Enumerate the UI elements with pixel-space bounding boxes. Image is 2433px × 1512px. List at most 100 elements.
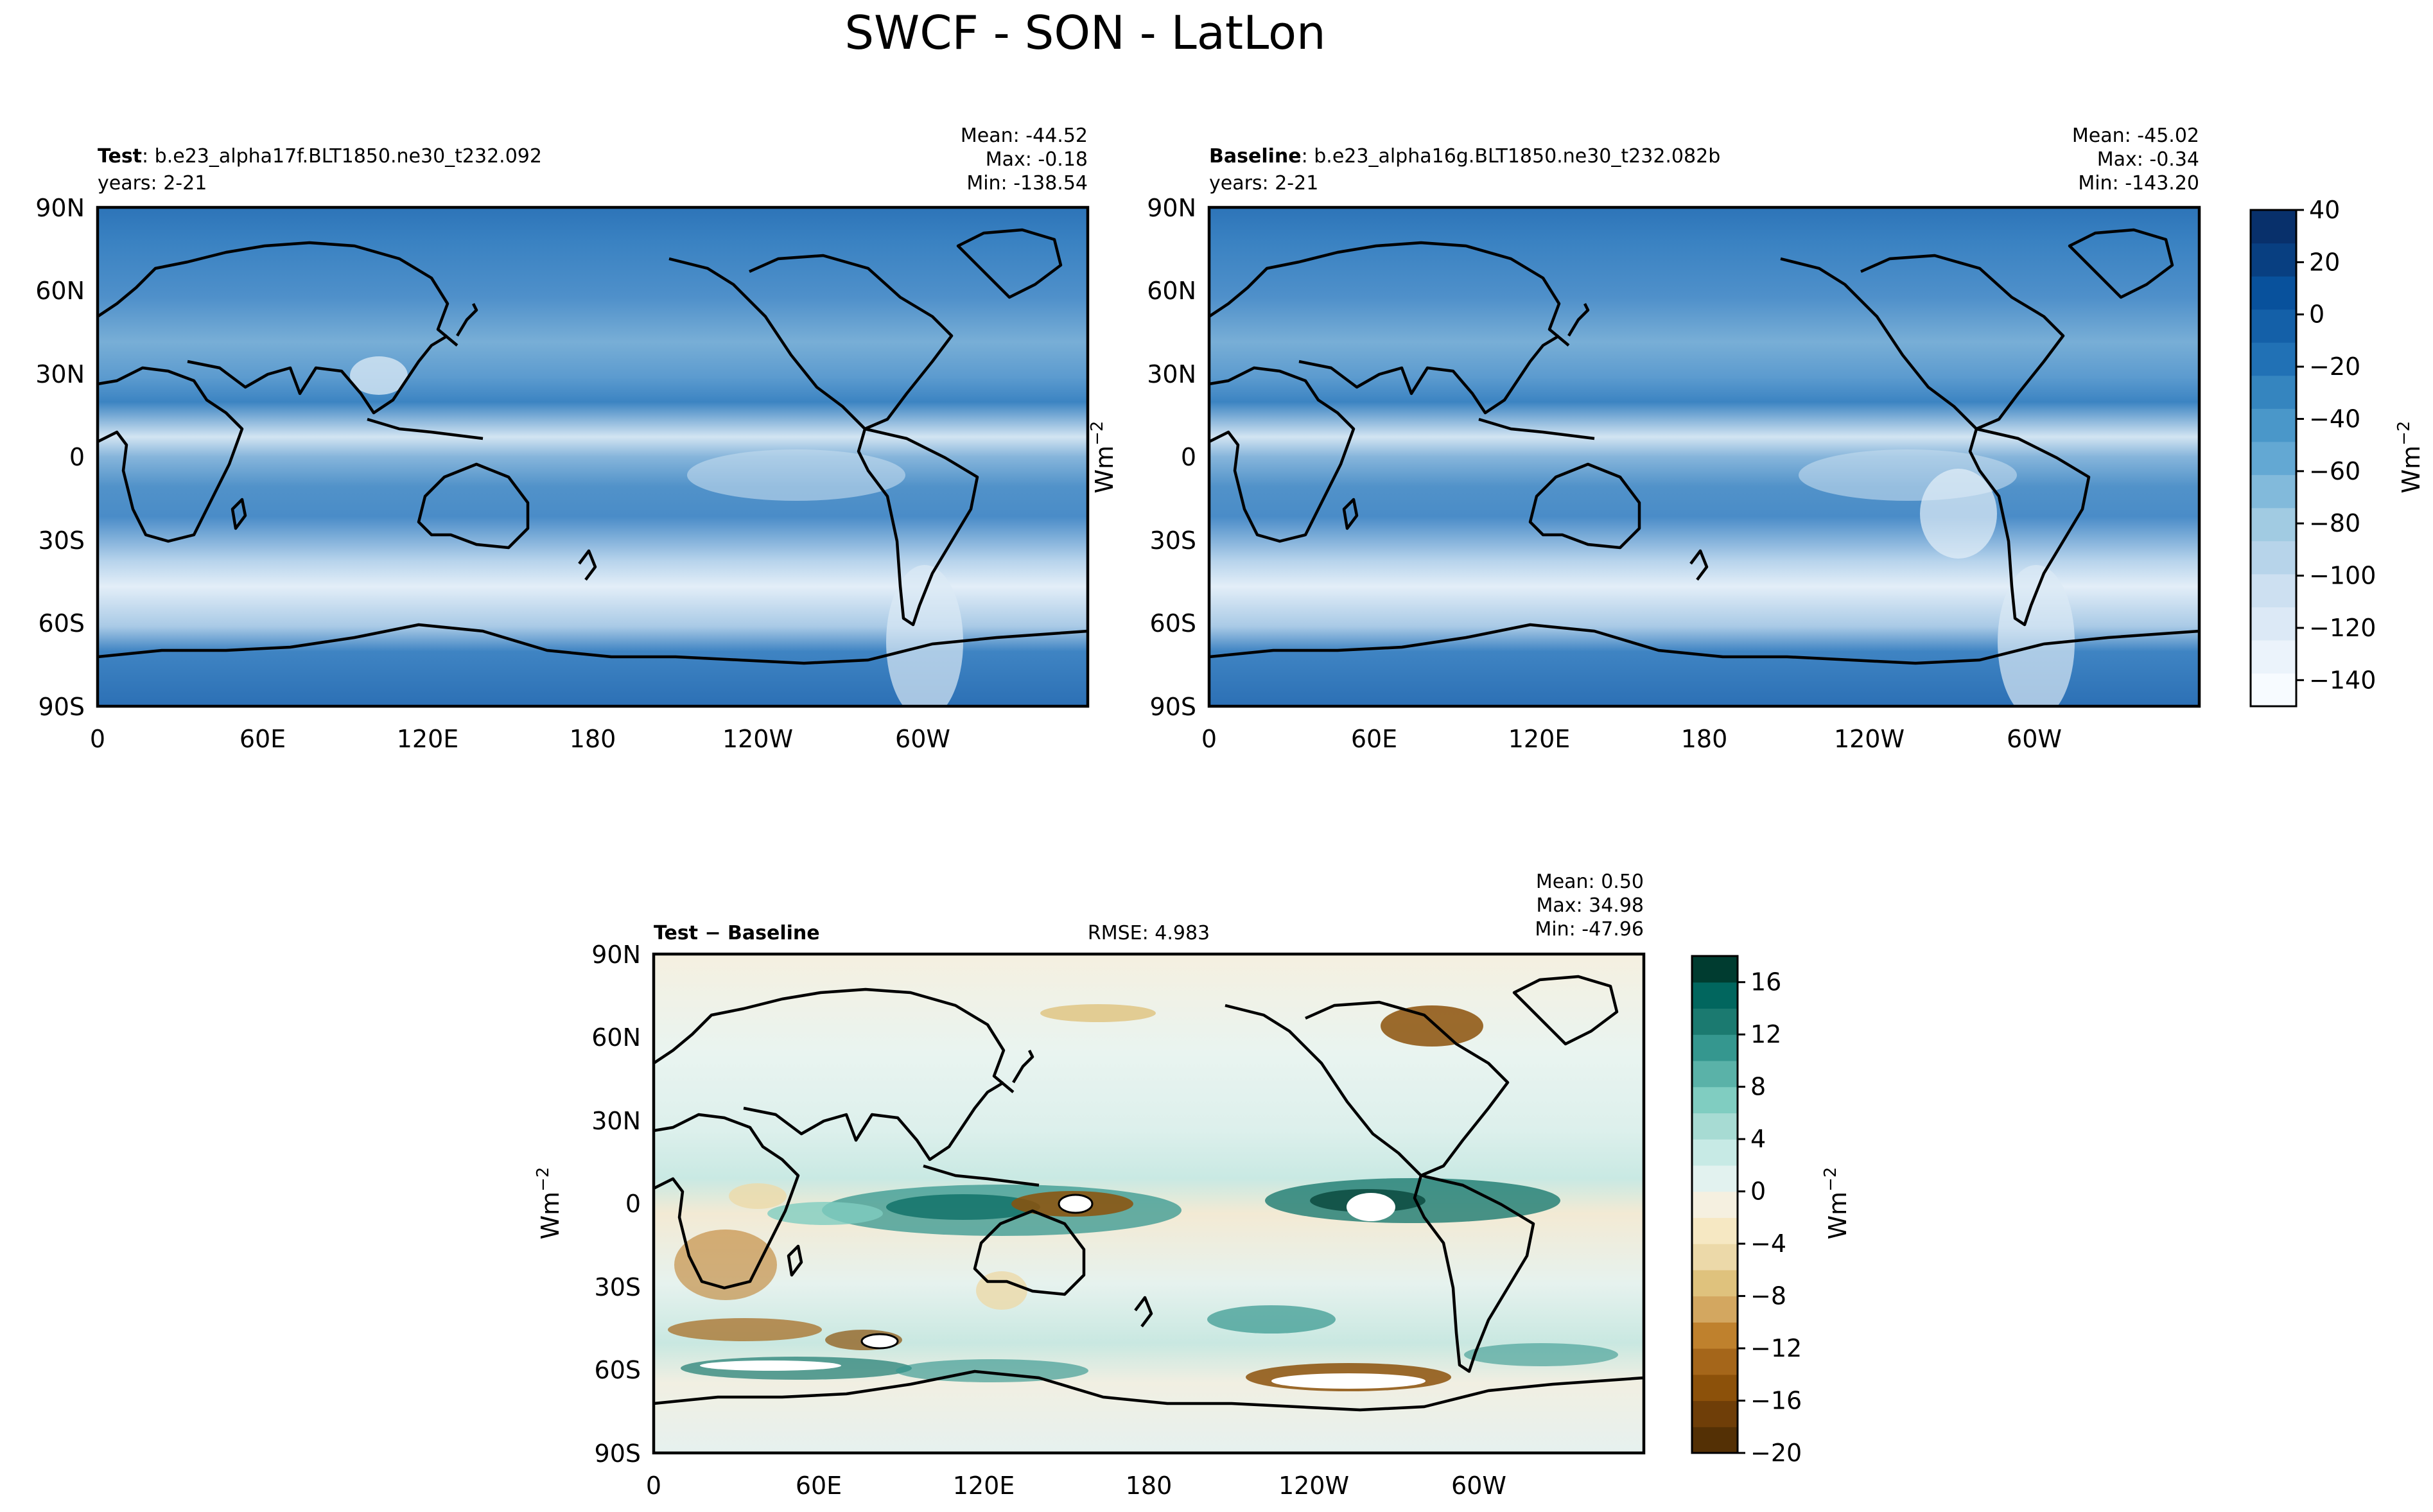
main-colorbar-swatch [2251,375,2296,409]
main-colorbar-tick-label: −100 [2309,562,2376,590]
main-colorbar-tick-label: −80 [2309,509,2360,537]
figure-title: SWCF - SON - LatLon [844,6,1325,60]
diff-label: Test − Baseline [654,922,820,944]
main-colorbar-tick-label: −60 [2309,457,2360,485]
baseline-stat-min: Min: -143.20 [2078,172,2199,195]
diff-colorbar-swatch [1692,1191,1738,1218]
test-stat-mean: Mean: -44.52 [961,125,1088,147]
test-lat-tick: 90N [35,194,85,222]
diff-colorbar: 16 12 8 4 0 −4 −8 −12 −16 −20 Wm−2 [1691,955,1852,1467]
diff-colorbar-swatch [1692,1113,1738,1140]
diff-units: Wm−2 [534,1167,564,1240]
test-lon-ticks: 0 60E 120E 180 120W 60W [90,725,950,753]
diff-colorbar-tick-label: 12 [1750,1020,1781,1048]
test-years: years: 2-21 [98,172,207,195]
main-colorbar: 40 20 0 −20 −40 −60 −80 −100 −120 −140 Wm−2 [2249,196,2425,708]
diff-colorbar-tick-label: −8 [1750,1282,1786,1310]
diff-colorbar-swatch [1692,1296,1738,1323]
baseline-years: years: 2-21 [1209,172,1318,195]
diff-colorbar-swatch [1692,1217,1738,1244]
baseline-lon-tick: 180 [1681,725,1728,753]
diff-colorbar-tick-label: −4 [1750,1230,1786,1258]
test-lon-tick: 120E [397,725,459,753]
diff-colorbar-swatch [1692,1244,1738,1271]
diff-lon-tick: 60E [796,1472,842,1500]
test-label: Test: b.e23_alpha17f.BLT1850.ne30_t232.0… [98,145,542,168]
diff-colorbar-swatch [1692,956,1738,983]
main-colorbar-units: Wm−2 [2394,421,2425,494]
diff-colorbar-swatch [1692,1060,1738,1088]
baseline-lon-tick: 120W [1834,725,1905,753]
diff-panel: Test − Baseline RMSE: 4.983 Mean: 0.50 M… [534,871,1646,1500]
main-colorbar-swatch [2251,342,2296,376]
diff-colorbar-swatch [1692,1269,1738,1297]
test-map-frame [96,205,1090,708]
diff-stat-max: Max: 34.98 [1536,894,1644,917]
diff-colorbar-units: Wm−2 [1821,1167,1852,1240]
baseline-lat-tick: 30S [1150,526,1196,555]
diff-lat-tick: 0 [625,1190,641,1218]
diff-colorbar-tick-label: −12 [1750,1334,1802,1362]
test-stat-max: Max: -0.18 [986,148,1088,171]
baseline-lat-tick: 60N [1147,277,1196,305]
main-colorbar-swatch [2251,243,2296,277]
test-lat-tick: 60S [39,609,85,638]
diff-colorbar-tick-label: 8 [1750,1073,1766,1101]
baseline-lat-ticks: 90N 60N 30N 0 30S 60S 90S [1147,194,1196,721]
diff-lat-tick: 60S [595,1356,641,1384]
diff-colorbar-swatch [1692,1322,1738,1349]
baseline-panel: Baseline: b.e23_alpha16g.BLT1850.ne30_t2… [1147,125,2201,753]
diff-lon-ticks: 0 60E 120E 180 120W 60W [646,1472,1506,1500]
test-lat-tick: 60N [35,277,85,305]
baseline-lat-tick: 90N [1147,194,1196,222]
test-lon-tick: 120W [722,725,793,753]
diff-map [654,954,1644,1453]
diff-lon-tick: 180 [1126,1472,1173,1500]
main-colorbar-frame [2249,209,2298,708]
diff-colorbar-tick-label: −20 [1750,1439,1802,1467]
diff-colorbar-tick-label: 0 [1750,1177,1766,1206]
main-colorbar-swatch [2251,673,2296,707]
diff-lat-tick: 30S [595,1273,641,1301]
baseline-map-frame [1207,205,2201,708]
diff-colorbar-swatch [1692,1348,1738,1375]
diff-colorbar-swatch [1692,1427,1738,1454]
test-stat-min: Min: -138.54 [966,172,1088,195]
main-colorbar-swatch [2251,541,2296,575]
diff-colorbar-swatch [1692,1374,1738,1402]
main-colorbar-swatch [2251,309,2296,343]
diff-colorbar-swatch [1692,1008,1738,1035]
test-lat-tick: 30N [35,360,85,388]
baseline-lon-tick: 60W [2007,725,2062,753]
diff-stat-min: Min: -47.96 [1535,918,1644,941]
baseline-stat-max: Max: -0.34 [2097,148,2199,171]
diff-colorbar-tick-label: −16 [1750,1387,1802,1415]
baseline-lat-tick: 0 [1181,443,1196,471]
diff-lat-tick: 90N [591,941,641,969]
main-colorbar-swatch [2251,607,2296,641]
main-colorbar-tick-label: 40 [2309,196,2340,224]
test-lat-tick: 0 [69,443,85,471]
diff-lon-tick: 60W [1451,1472,1506,1500]
main-colorbar-swatch [2251,210,2296,244]
test-lon-tick: 60E [240,725,286,753]
main-colorbar-tick-label: 20 [2309,248,2340,276]
diff-map-frame [652,952,1646,1455]
test-panel: Test: b.e23_alpha17f.BLT1850.ne30_t232.0… [35,125,1119,753]
diff-lon-tick: 0 [646,1472,661,1500]
diff-rmse: RMSE: 4.983 [1088,922,1210,944]
diff-lon-tick: 120W [1278,1472,1349,1500]
test-lat-tick: 90S [39,693,85,721]
baseline-map [1209,207,2199,706]
main-colorbar-swatch [2251,573,2296,607]
diff-colorbar-swatch [1692,1165,1738,1192]
main-colorbar-swatch [2251,639,2296,674]
diff-lon-tick: 120E [953,1472,1015,1500]
test-lon-tick: 60W [895,725,950,753]
baseline-lat-tick: 60S [1150,609,1196,638]
main-colorbar-tick-label: −20 [2309,352,2360,381]
diff-colorbar-swatch [1692,1034,1738,1061]
main-colorbar-tick-label: −40 [2309,404,2360,433]
diff-colorbar-ticks: 16 12 8 4 0 −4 −8 −12 −16 −20 [1738,968,1802,1467]
